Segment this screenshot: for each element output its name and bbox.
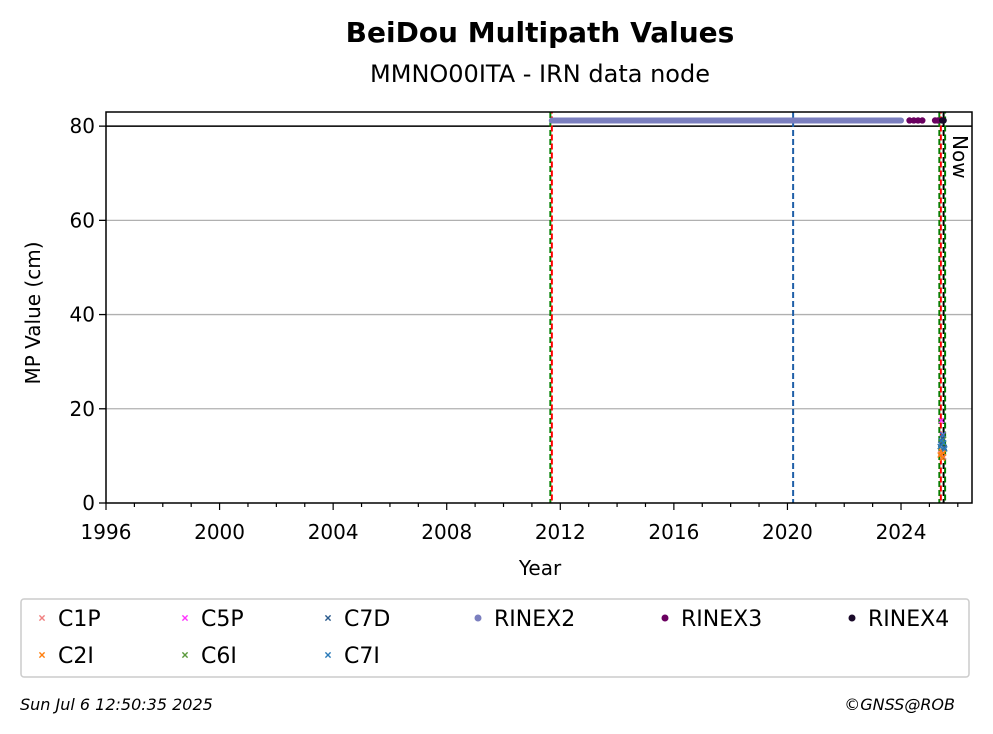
y-axis-ticks: 0 20 40 60 80 <box>70 114 106 515</box>
legend-label: C7I <box>344 644 380 669</box>
y-tick-label: 0 <box>82 491 95 515</box>
x-axis-ticks: 1996 2000 2004 2008 2012 2016 2020 2024 <box>81 503 959 544</box>
y-tick-label: 40 <box>70 303 95 327</box>
footer-credit: ©GNSS@ROB <box>844 695 955 714</box>
legend-box <box>20 598 970 678</box>
legend-label: C7D <box>344 607 390 632</box>
x-tick-label: 2012 <box>535 520 586 544</box>
legend-marker <box>848 614 856 622</box>
rinex4-point <box>940 117 947 124</box>
x-tick-label: 2016 <box>648 520 699 544</box>
now-label: Now <box>948 135 972 179</box>
legend-marker <box>661 614 669 622</box>
x-axis-label: Year <box>518 556 562 580</box>
chart-subtitle: MMNO00ITA - IRN data node <box>370 60 710 88</box>
legend-marker <box>324 614 332 622</box>
x-tick-label: 2000 <box>194 520 245 544</box>
legend: C1P C2I C5P C6I C7D C7I RINEX2 RINEX3 RINEX4 <box>38 607 949 669</box>
x-tick-label: 2008 <box>421 520 472 544</box>
footer-timestamp: Sun Jul 6 12:50:35 2025 <box>20 695 213 714</box>
legend-label: RINEX3 <box>681 607 762 632</box>
y-tick-label: 60 <box>70 208 95 232</box>
x-tick-label: 2004 <box>308 520 359 544</box>
y-tick-label: 80 <box>70 114 95 138</box>
data-marks <box>548 117 948 462</box>
c7i-point <box>939 431 946 438</box>
x-tick-label: 2024 <box>876 520 927 544</box>
legend-marker <box>474 614 482 622</box>
chart-title: BeiDou Multipath Values <box>346 16 735 49</box>
legend-label: C6I <box>201 644 237 669</box>
legend-label: RINEX2 <box>494 607 575 632</box>
legend-label: C1P <box>58 607 101 632</box>
legend-marker <box>324 651 332 659</box>
x-tick-label: 1996 <box>81 520 132 544</box>
c2i-point <box>939 455 946 462</box>
y-axis-label: MP Value (cm) <box>21 241 45 384</box>
legend-marker <box>181 614 189 622</box>
y-gridlines <box>106 125 972 410</box>
legend-label: RINEX4 <box>868 607 949 632</box>
rinex3-point <box>919 117 926 124</box>
y-tick-label: 20 <box>70 397 95 421</box>
legend-marker <box>38 614 46 622</box>
x-tick-label: 2020 <box>762 520 813 544</box>
legend-marker <box>38 651 46 659</box>
c7i-point <box>940 439 947 446</box>
vertical-markers <box>549 112 947 503</box>
c2i-point <box>940 450 947 457</box>
plot-frame <box>105 111 973 504</box>
c7i-point <box>941 445 948 452</box>
legend-marker <box>181 651 189 659</box>
legend-label: C5P <box>201 607 244 632</box>
legend-label: C2I <box>58 644 94 669</box>
c5p-point <box>938 417 945 424</box>
